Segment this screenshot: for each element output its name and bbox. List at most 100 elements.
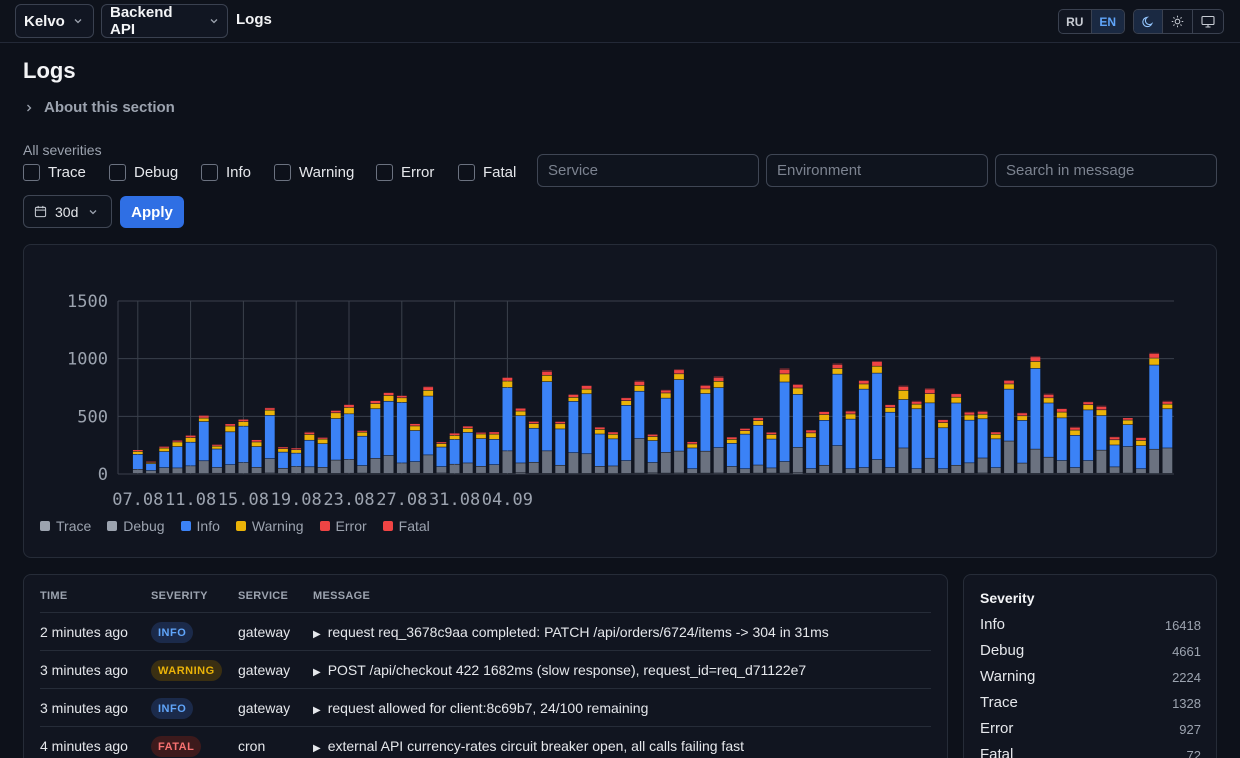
row-message[interactable]: ▶ request req_3678c9aa completed: PATCH /… xyxy=(313,624,829,640)
legend-item-debug[interactable]: Debug xyxy=(107,518,165,534)
severity-row-trace[interactable]: Trace 1328 xyxy=(980,694,1201,716)
expand-triangle-icon[interactable]: ▶ xyxy=(313,629,321,640)
bar-segment-info xyxy=(132,454,143,470)
apply-button[interactable]: Apply xyxy=(120,196,184,228)
expand-triangle-icon[interactable]: ▶ xyxy=(313,743,321,754)
bar-segment-info xyxy=(383,401,394,456)
time-range-select[interactable]: 30d xyxy=(23,195,112,228)
bar-segment-error xyxy=(858,380,869,384)
bar-segment-error xyxy=(911,401,922,404)
bar-segment-warning xyxy=(383,395,394,401)
expand-triangle-icon[interactable]: ▶ xyxy=(313,705,321,716)
bar-segment-warning xyxy=(1162,404,1173,409)
bar-segment-debug xyxy=(687,469,698,474)
bar-segment-error xyxy=(885,405,896,408)
checkbox-box[interactable] xyxy=(23,164,40,181)
severity-row-debug[interactable]: Debug 4661 xyxy=(980,642,1201,664)
column-header-time[interactable]: TIME xyxy=(40,590,68,602)
theme-dark-button[interactable] xyxy=(1134,10,1164,33)
row-time: 2 minutes ago xyxy=(40,624,128,640)
project-selector[interactable]: Backend API xyxy=(101,4,228,38)
bar-segment-debug xyxy=(304,467,315,474)
bar-segment-error xyxy=(1149,353,1160,358)
row-message[interactable]: ▶ POST /api/checkout 422 1682ms (slow res… xyxy=(313,662,806,678)
severity-checkbox-debug[interactable]: Debug xyxy=(109,164,178,181)
bar-segment-warning xyxy=(740,430,750,434)
legend-swatch xyxy=(180,521,191,531)
bar-segment-warning xyxy=(462,428,473,433)
severity-row-error[interactable]: Error 927 xyxy=(980,720,1201,742)
expand-triangle-icon[interactable]: ▶ xyxy=(313,667,321,678)
service-input[interactable] xyxy=(537,154,759,187)
row-message[interactable]: ▶ request allowed for client:8c69b7, 24/1… xyxy=(313,700,648,716)
severity-count: 72 xyxy=(1186,748,1201,758)
table-row[interactable]: 4 minutes ago FATAL cron ▶ external API c… xyxy=(40,726,931,758)
checkbox-box[interactable] xyxy=(109,164,126,181)
bar-segment-info xyxy=(344,414,354,460)
checkbox-box[interactable] xyxy=(201,164,218,181)
bar-segment-info xyxy=(964,420,975,463)
legend-item-error[interactable]: Error xyxy=(319,518,367,534)
severity-checkbox-trace[interactable]: Trace xyxy=(23,164,86,181)
bar-segment-info xyxy=(225,432,236,465)
bar-segment-info xyxy=(278,452,288,468)
bar-segment-warning xyxy=(594,429,605,434)
row-message[interactable]: ▶ external API currency-rates circuit bre… xyxy=(313,738,744,754)
lang-en-button[interactable]: EN xyxy=(1091,10,1124,33)
bar-segment-info xyxy=(700,393,711,451)
theme-system-button[interactable] xyxy=(1193,10,1223,33)
bar-segment-error xyxy=(792,384,803,388)
bar-segment-info xyxy=(779,382,790,462)
legend-item-trace[interactable]: Trace xyxy=(40,518,91,534)
column-header-severity[interactable]: SEVERITY xyxy=(151,590,208,602)
bar-segment-warning xyxy=(132,451,143,455)
bar-segment-error xyxy=(951,394,962,397)
x-tick-label: 04.09 xyxy=(482,490,533,507)
severity-checkbox-error[interactable]: Error xyxy=(376,164,434,181)
theme-light-button[interactable] xyxy=(1163,10,1193,33)
severity-row-warning[interactable]: Warning 2224 xyxy=(980,668,1201,690)
checkbox-box[interactable] xyxy=(376,164,393,181)
legend-item-info[interactable]: Info xyxy=(180,518,220,534)
bar-segment-debug xyxy=(924,458,935,473)
bar-segment-debug xyxy=(502,451,513,474)
bar-segment-warning xyxy=(872,366,882,373)
severity-checkbox-info[interactable]: Info xyxy=(201,164,251,181)
bar-segment-info xyxy=(515,415,526,463)
bar-segment-error xyxy=(198,416,209,418)
severity-count: 16418 xyxy=(1164,618,1201,633)
table-row[interactable]: 3 minutes ago WARNING gateway ▶ POST /api… xyxy=(40,650,931,688)
legend-item-warning[interactable]: Warning xyxy=(235,518,304,534)
table-row[interactable]: 2 minutes ago INFO gateway ▶ request req_… xyxy=(40,612,931,650)
severity-checkbox-fatal[interactable]: Fatal xyxy=(458,164,516,181)
bar-segment-info xyxy=(911,409,922,469)
bar-segment-warning xyxy=(806,433,816,438)
monitor-icon xyxy=(1201,15,1215,28)
severity-checkbox-warning[interactable]: Warning xyxy=(274,164,354,181)
row-message-text: request allowed for client:8c69b7, 24/10… xyxy=(327,700,649,716)
bar-segment-debug xyxy=(885,467,896,474)
legend-item-fatal[interactable]: Fatal xyxy=(382,518,430,534)
severity-row-info[interactable]: Info 16418 xyxy=(980,616,1201,638)
severity-name: Warning xyxy=(980,668,1036,685)
about-section-toggle[interactable]: About this section xyxy=(24,99,175,116)
bar-segment-info xyxy=(674,379,684,451)
search-input[interactable] xyxy=(995,154,1217,187)
checkbox-label: Trace xyxy=(48,164,86,181)
bar-segment-debug xyxy=(515,463,526,473)
bar-segment-warning xyxy=(713,381,724,388)
bar-segment-info xyxy=(990,439,1001,468)
checkbox-box[interactable] xyxy=(274,164,291,181)
environment-input[interactable] xyxy=(766,154,988,187)
table-row[interactable]: 3 minutes ago INFO gateway ▶ request allo… xyxy=(40,688,931,726)
lang-ru-button[interactable]: RU xyxy=(1059,10,1092,33)
bar-segment-debug xyxy=(476,466,486,473)
org-selector[interactable]: Kelvo xyxy=(15,4,94,38)
column-header-message[interactable]: MESSAGE xyxy=(313,590,371,602)
bar-segment-error xyxy=(1070,427,1080,430)
bar-segment-debug xyxy=(528,462,539,473)
column-header-service[interactable]: SERVICE xyxy=(238,590,289,602)
severity-row-fatal[interactable]: Fatal 72 xyxy=(980,746,1201,758)
checkbox-box[interactable] xyxy=(458,164,475,181)
bar-segment-error xyxy=(594,427,605,430)
